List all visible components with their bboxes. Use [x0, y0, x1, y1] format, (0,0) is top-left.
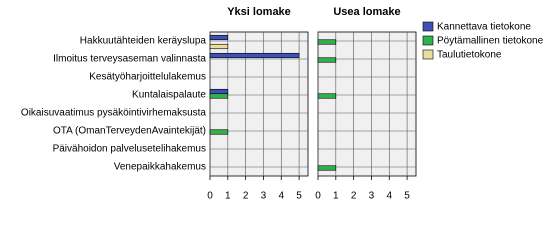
x-tick-label: 5: [404, 191, 410, 202]
bar: [317, 39, 337, 45]
category-label: Kesätyöharjoittelulakemus: [89, 72, 206, 83]
x-tick-label: 0: [207, 191, 213, 202]
category-label: Venepaikkahakemus: [114, 162, 206, 173]
legend-swatch: [422, 21, 434, 32]
x-tick-label: 0: [315, 191, 321, 202]
bar: [317, 93, 337, 99]
bar: [209, 88, 229, 95]
x-tick-label: 3: [261, 191, 267, 202]
x-tick-label: 1: [333, 191, 339, 202]
category-label: Oikaisuvaatimus pysäköintivirhemaksusta: [21, 108, 207, 119]
panel-title: Usea lomake: [333, 6, 400, 18]
bar: [209, 52, 300, 59]
chart: Hakkuutähteiden keräyslupa Ilmoitus terve…: [21, 6, 544, 202]
x-tick-label: 4: [386, 191, 392, 202]
x-tick-label: 2: [243, 191, 249, 202]
legend-label: Pöytämallinen tietokone: [437, 36, 544, 47]
x-tick-label: 3: [369, 191, 375, 202]
bar: [209, 34, 229, 41]
bar: [317, 57, 337, 63]
category-label: Hakkuutähteiden keräyslupa: [80, 36, 207, 47]
x-tick-label: 4: [278, 191, 284, 202]
bar: [209, 129, 229, 135]
legend-label: Kannettava tietokone: [437, 22, 531, 33]
legend-swatch: [422, 35, 434, 46]
legend-label: Taulutietokone: [437, 50, 502, 61]
panel-title: Yksi lomake: [227, 6, 291, 18]
bar: [209, 93, 229, 99]
bar: [209, 43, 229, 50]
category-label: OTA (OmanTerveydenAvaintekijät): [53, 126, 206, 137]
category-label: Päivähoidon palvelusetelihakemus: [53, 144, 206, 155]
category-label: Kuntalaispalaute: [132, 90, 206, 101]
x-tick-label: 1: [225, 191, 231, 202]
bar: [317, 165, 337, 171]
x-tick-label: 2: [351, 191, 357, 202]
legend-swatch: [422, 49, 434, 60]
x-tick-label: 5: [296, 191, 302, 202]
category-label: Ilmoitus terveysaseman valinnasta: [53, 54, 206, 65]
panel-background: [317, 31, 417, 177]
